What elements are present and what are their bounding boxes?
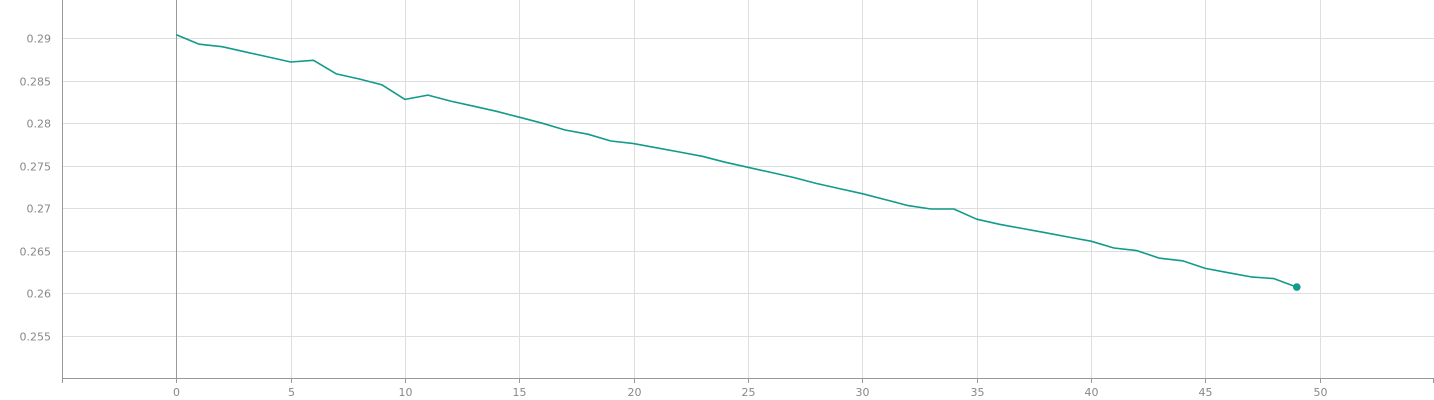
series-point <box>746 165 751 170</box>
y-tick-label: 0.275 <box>20 161 52 174</box>
x-tick-label: 20 <box>628 386 642 399</box>
series-layer <box>174 32 1301 291</box>
series-point <box>1020 226 1025 231</box>
series-point <box>1043 230 1048 235</box>
series-point <box>608 139 613 144</box>
series-point <box>631 141 636 146</box>
y-tick-label: 0.26 <box>27 288 52 301</box>
y-tick-label: 0.27 <box>27 203 52 216</box>
series-point <box>448 99 453 104</box>
series-point <box>883 197 888 202</box>
series-last-point <box>1293 283 1301 291</box>
x-tick-label: 25 <box>742 386 756 399</box>
x-tick-label: 10 <box>399 386 413 399</box>
series-point <box>768 170 773 175</box>
series-point <box>563 128 568 133</box>
series-point <box>860 191 865 196</box>
series-point <box>906 203 911 208</box>
series-point <box>265 54 270 59</box>
series-point <box>837 186 842 191</box>
series-point <box>928 207 933 212</box>
series-point <box>174 32 179 37</box>
y-tick-label: 0.285 <box>20 76 52 89</box>
series-point <box>1226 270 1231 275</box>
series-point <box>677 150 682 155</box>
x-tick-label: 5 <box>288 386 295 399</box>
series-point <box>1180 258 1185 263</box>
series-point <box>197 42 202 47</box>
series-point <box>1271 276 1276 281</box>
series-point <box>471 104 476 109</box>
series-line <box>175 34 1298 288</box>
y-tick-label: 0.265 <box>20 246 52 259</box>
series-point <box>1111 246 1116 251</box>
series-point <box>1157 256 1162 261</box>
series-point <box>517 115 522 120</box>
x-tick-label: 35 <box>971 386 985 399</box>
y-tick-label: 0.255 <box>20 331 52 344</box>
series-point <box>403 97 408 102</box>
series-point <box>334 71 339 76</box>
x-tick-label: 30 <box>856 386 870 399</box>
y-tick-label: 0.29 <box>27 33 52 46</box>
axis-layer <box>62 0 1434 383</box>
series-point <box>540 121 545 126</box>
x-tick-label: 50 <box>1314 386 1328 399</box>
series-point <box>700 154 705 159</box>
series-point <box>1066 235 1071 240</box>
x-tick-label: 0 <box>173 386 180 399</box>
series-point <box>974 217 979 222</box>
series-point <box>951 207 956 212</box>
series-point <box>1134 248 1139 253</box>
series-point <box>242 49 247 54</box>
x-tick-label: 40 <box>1085 386 1099 399</box>
series-point <box>723 160 728 165</box>
series-point <box>288 60 293 65</box>
series-point <box>357 77 362 82</box>
series-point <box>1203 266 1208 271</box>
series-point <box>654 145 659 150</box>
series-point <box>494 109 499 114</box>
series-point <box>380 82 385 87</box>
tick-label-layer: 0.255 0.26 0.265 0.27 0.275 0.28 0.285 0.29 0 5 10… <box>20 33 1328 400</box>
x-tick-label: 45 <box>1199 386 1213 399</box>
series-point <box>997 222 1002 227</box>
series-point <box>425 93 430 98</box>
series-point <box>814 181 819 186</box>
series-point <box>220 44 225 49</box>
x-tick-label: 15 <box>513 386 527 399</box>
series-point <box>585 132 590 137</box>
y-tick-label: 0.28 <box>27 118 52 131</box>
series-point <box>1089 239 1094 244</box>
series-point <box>311 58 316 63</box>
series-point <box>1249 274 1254 279</box>
series-point <box>791 175 796 180</box>
